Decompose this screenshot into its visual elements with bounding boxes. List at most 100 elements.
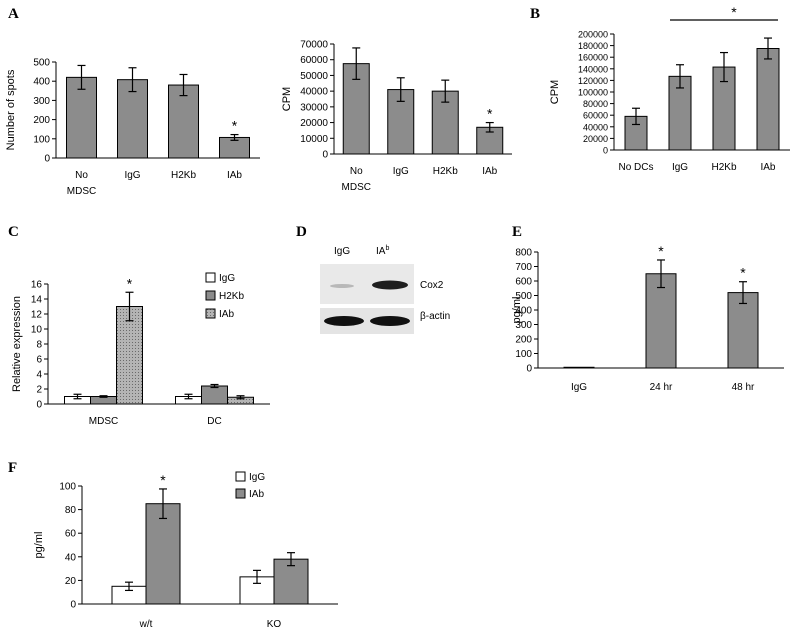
legend-label: IAb xyxy=(219,309,234,320)
y-tick-label: 4 xyxy=(36,370,42,381)
bar xyxy=(201,385,228,405)
y-axis-label: Relative expression xyxy=(11,296,23,392)
significance-marker: * xyxy=(487,106,493,122)
y-tick-label: 8 xyxy=(36,340,42,351)
category-label: w/t xyxy=(139,619,153,630)
blot-lane-label-iab: IAb xyxy=(376,245,389,257)
y-tick-label: 2 xyxy=(36,385,42,396)
blot-band-label-cox2: Cox2 xyxy=(420,280,444,291)
y-tick-label: 60000 xyxy=(583,111,608,121)
y-tick-label: 12 xyxy=(31,310,43,321)
panel-label-c: C xyxy=(8,224,19,240)
y-tick-label: 180000 xyxy=(578,41,608,51)
y-tick-label: 6 xyxy=(36,355,42,366)
legend-label: H2Kb xyxy=(219,291,244,302)
legend-swatch xyxy=(205,308,216,319)
y-tick-label: 200 xyxy=(515,335,532,346)
y-axis-label: pg/ml xyxy=(33,532,45,559)
bar xyxy=(116,306,143,405)
y-tick-label: 30000 xyxy=(300,102,328,113)
category-label: 24 hr xyxy=(650,382,673,393)
category-label: KO xyxy=(267,619,282,630)
category-label: DC xyxy=(207,416,221,427)
chart-e: 0 100 200 300 400 500 600 700 800 pg/ml IgG 24 hr * 4… xyxy=(511,243,784,393)
y-tick-label: 0 xyxy=(44,154,50,165)
legend-label: IgG xyxy=(249,472,265,483)
significance-marker: * xyxy=(731,4,737,20)
y-tick-label: 100 xyxy=(33,134,50,145)
significance-marker: * xyxy=(160,472,166,488)
y-tick-label: 40000 xyxy=(583,122,608,132)
y-tick-label: 0 xyxy=(322,150,328,161)
y-tick-label: 60000 xyxy=(300,55,328,66)
category-label: IAb xyxy=(482,166,497,177)
category-label: MDSC xyxy=(67,186,96,197)
legend-swatch xyxy=(235,488,246,499)
y-tick-label: 400 xyxy=(33,77,50,88)
panel-label-d: D xyxy=(296,224,307,240)
legend-label: IAb xyxy=(249,489,264,500)
y-tick-label: 100 xyxy=(515,349,532,360)
bar xyxy=(66,76,97,159)
y-tick-label: 120000 xyxy=(578,76,608,86)
chart-b: 0200004000060000800001000001200001400001… xyxy=(549,4,790,173)
category-label: MDSC xyxy=(342,182,371,193)
significance-marker: * xyxy=(658,243,664,259)
bar xyxy=(117,79,148,159)
legend-swatch xyxy=(205,272,216,283)
category-label: H2Kb xyxy=(171,170,196,181)
chart-a1: 0 100 200 300 400 500 Number of spots No MDSC IgG… xyxy=(5,58,260,197)
y-tick-label: 80000 xyxy=(583,99,608,109)
category-label: IgG xyxy=(571,382,587,393)
blot-band-actin-igg xyxy=(324,316,364,326)
bar xyxy=(273,558,309,605)
bar xyxy=(727,292,759,369)
panel-label-e: E xyxy=(512,224,522,240)
blot-lane-label-ia: IA xyxy=(376,246,386,257)
bar xyxy=(563,366,595,369)
y-axis-label: CPM xyxy=(281,87,293,111)
blot-lane-label-igg: IgG xyxy=(334,246,350,257)
legend-swatch xyxy=(235,471,246,482)
panel-label-a: A xyxy=(8,6,19,22)
category-label: No xyxy=(350,166,363,177)
y-tick-label: 600 xyxy=(515,277,532,288)
y-tick-label: 0 xyxy=(526,364,532,375)
chart-c: 0 2 4 6 8 10 12 14 16 Relative expression * MDSC DC I… xyxy=(11,272,270,427)
category-label: IgG xyxy=(672,162,688,173)
y-axis-label: CPM xyxy=(549,80,561,104)
category-label: H2Kb xyxy=(433,166,458,177)
category-label: No DCs xyxy=(618,162,653,173)
y-tick-label: 800 xyxy=(515,248,532,259)
y-tick-label: 500 xyxy=(515,291,532,302)
significance-marker: * xyxy=(127,275,133,291)
category-label: IAb xyxy=(227,170,242,181)
y-tick-label: 50000 xyxy=(300,71,328,82)
panel-label-b: B xyxy=(530,6,540,22)
bar xyxy=(145,503,181,605)
western-blot: IgG IAb Cox2 β-actin xyxy=(320,245,450,334)
y-tick-label: 0 xyxy=(70,600,76,611)
y-tick-label: 10000 xyxy=(300,134,328,145)
y-tick-label: 100 xyxy=(59,482,76,493)
chart-a2: 0 10000 20000 30000 40000 50000 60000 70000 CPM N… xyxy=(281,40,512,193)
y-tick-label: 200 xyxy=(33,115,50,126)
y-tick-label: 700 xyxy=(515,262,532,273)
significance-marker: * xyxy=(740,265,746,281)
y-tick-label: 160000 xyxy=(578,53,608,63)
y-tick-label: 20000 xyxy=(300,118,328,129)
category-label: No xyxy=(75,170,88,181)
bar xyxy=(756,48,780,151)
blot-band-actin-iab xyxy=(370,316,410,326)
y-tick-label: 10 xyxy=(31,325,43,336)
legend-label: IgG xyxy=(219,273,235,284)
y-tick-label: 20000 xyxy=(583,134,608,144)
significance-marker: * xyxy=(232,118,238,134)
category-label: H2Kb xyxy=(711,162,736,173)
y-axis-label: pg/ml xyxy=(511,297,523,324)
y-tick-label: 80 xyxy=(65,505,77,516)
y-tick-label: 100000 xyxy=(578,88,608,98)
category-label: 48 hr xyxy=(732,382,755,393)
y-tick-label: 14 xyxy=(31,295,43,306)
